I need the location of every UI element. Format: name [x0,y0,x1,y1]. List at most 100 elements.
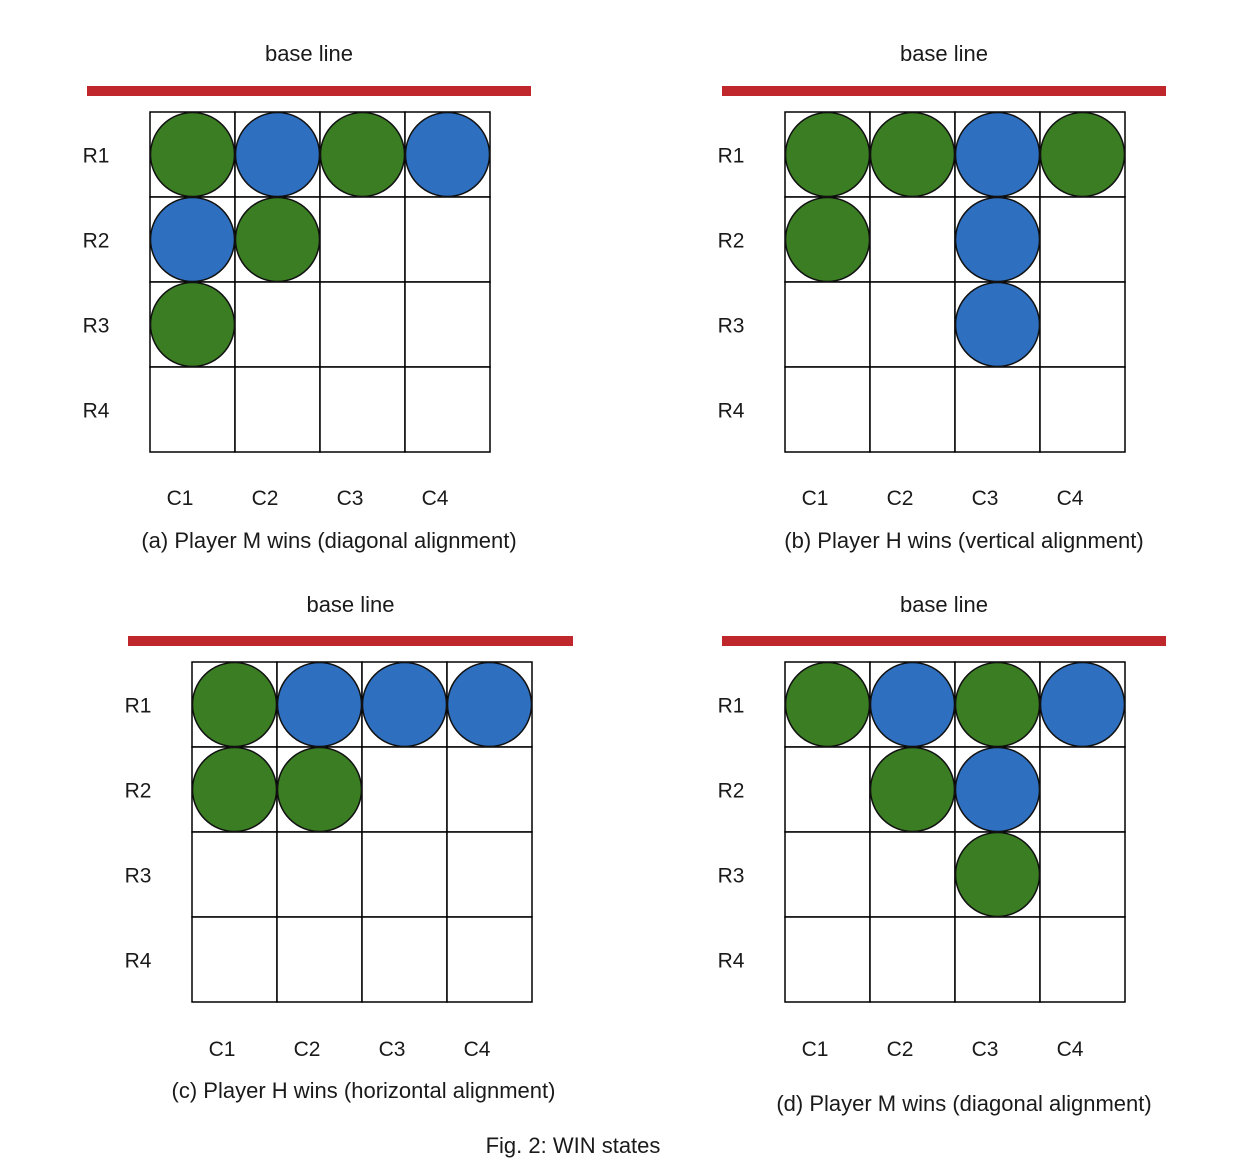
grid-cell [276,831,363,918]
panel-a: base line R1 R2 R3 R4 C1 C2 C3 C4 (a) Player M wi… [83,41,531,553]
panel-caption: (a) Player M wins (diagonal alignment) [141,528,516,553]
grid-cell [1039,746,1126,833]
base-line-label: base line [900,592,988,617]
row-label: R4 [718,950,745,973]
grid-cell [446,746,533,833]
blue-piece [1039,661,1126,748]
row-label: R1 [125,695,152,718]
grid-cell [446,916,533,1003]
blue-piece [234,111,321,198]
grid-cell [869,366,956,453]
blue-piece [869,661,956,748]
column-label: C3 [972,487,999,510]
green-piece [191,661,278,748]
grid-cell [234,281,321,368]
green-piece [319,111,406,198]
grid-cell [1039,916,1126,1003]
row-label: R3 [718,315,745,338]
grid-cell [404,196,491,283]
grid-cell [869,196,956,283]
column-label: C2 [252,487,279,510]
green-piece [869,746,956,833]
grid-cell [784,831,871,918]
green-piece [869,111,956,198]
row-label: R1 [718,695,745,718]
grid-cell [191,831,278,918]
green-piece [149,111,236,198]
panel-b: base line R1 R2 R3 R4 C1 C2 C3 C4 (b) Player H wi… [718,41,1166,553]
base-line-label: base line [900,41,988,66]
grid-cell [869,916,956,1003]
column-label: C3 [972,1038,999,1061]
green-piece [784,661,871,748]
row-label: R1 [718,145,745,168]
column-label: C1 [167,487,194,510]
row-label: R2 [718,230,745,253]
row-label: R3 [718,865,745,888]
grid-cell [191,916,278,1003]
base-line-label: base line [306,592,394,617]
row-label: R1 [83,145,110,168]
grid-cell [954,916,1041,1003]
blue-piece [446,661,533,748]
row-label: R4 [83,400,110,423]
grid-cell [319,366,406,453]
grid-cell [1039,196,1126,283]
grid-cell [361,831,448,918]
grid-cell [149,366,236,453]
green-piece [1039,111,1126,198]
grid-cell [1039,281,1126,368]
panels-layer: base line R1 R2 R3 R4 C1 C2 C3 C4 (a) Player M wi… [83,41,1166,1116]
grid-cell [869,831,956,918]
grid-cell [276,916,363,1003]
green-piece [234,196,321,283]
row-label: R3 [125,865,152,888]
green-piece [784,196,871,283]
column-label: C4 [422,487,449,510]
column-label: C3 [379,1038,406,1061]
green-piece [191,746,278,833]
blue-piece [954,281,1041,368]
grid-cell [234,366,321,453]
blue-piece [954,196,1041,283]
blue-piece [361,661,448,748]
green-piece [276,746,363,833]
panel-caption: (b) Player H wins (vertical alignment) [784,528,1143,553]
grid-cell [404,366,491,453]
row-label: R4 [718,400,745,423]
blue-piece [276,661,363,748]
grid-cell [954,366,1041,453]
row-label: R2 [83,230,110,253]
row-label: R2 [125,780,152,803]
grid-cell [1039,831,1126,918]
blue-piece [954,111,1041,198]
grid-cell [784,916,871,1003]
grid-cell [784,746,871,833]
grid-cell [319,281,406,368]
column-label: C4 [1057,1038,1084,1061]
green-piece [954,831,1041,918]
column-label: C1 [209,1038,236,1061]
green-piece [954,661,1041,748]
panel-c: base line R1 R2 R3 R4 C1 C2 C3 C4 (c) Player H wi… [125,592,573,1103]
row-label: R2 [718,780,745,803]
panel-caption: (d) Player M wins (diagonal alignment) [776,1091,1151,1116]
grid-cell [1039,366,1126,453]
blue-piece [954,746,1041,833]
column-label: C3 [337,487,364,510]
column-label: C1 [802,487,829,510]
grid-cell [784,366,871,453]
column-label: C2 [887,487,914,510]
grid-cell [784,281,871,368]
grid-cell [446,831,533,918]
blue-piece [404,111,491,198]
grid-cell [869,281,956,368]
grid-cell [361,916,448,1003]
grid-cell [404,281,491,368]
row-label: R4 [125,950,152,973]
figure-caption: Fig. 2: WIN states [486,1133,661,1158]
panel-caption: (c) Player H wins (horizontal alignment) [172,1078,556,1103]
column-label: C1 [802,1038,829,1061]
grid-cell [319,196,406,283]
